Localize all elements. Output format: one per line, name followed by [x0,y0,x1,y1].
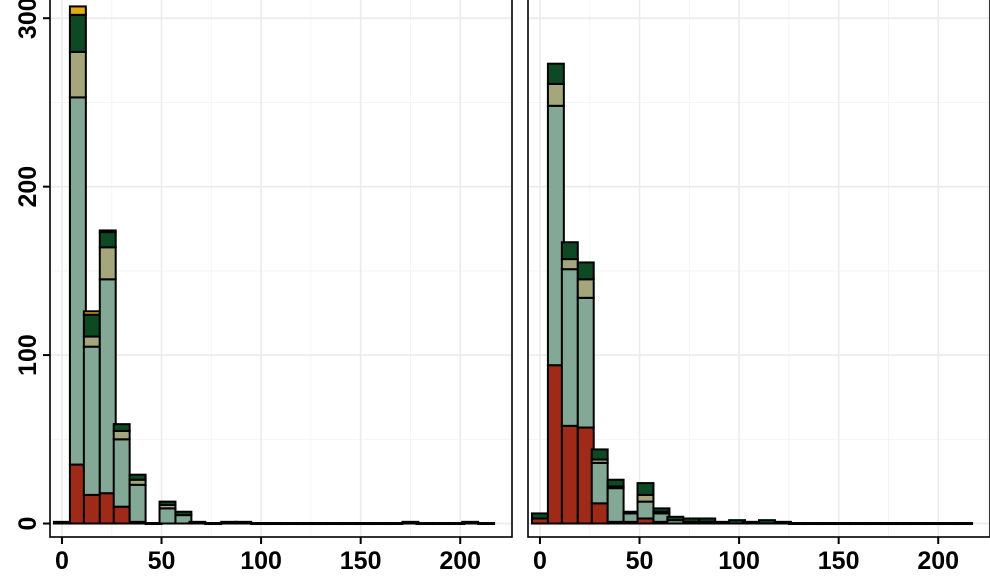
bar-segment [560,241,579,261]
bar-segment [787,522,806,526]
x-tick-label: 50 [148,547,176,575]
y-tick-label: 200 [14,166,42,208]
x-tick-label: 200 [439,547,481,575]
bar-segment [431,522,450,526]
x-tick-label: 150 [340,547,382,575]
bar-segment [112,438,131,508]
bar-segment [576,261,595,281]
bar-segment [68,50,87,99]
bar-segment [590,448,609,461]
bar-segment [530,512,549,520]
bar-segment [280,522,298,526]
bar-segment [817,522,836,526]
bar-segment [385,522,404,526]
bar-segment [128,473,147,481]
x-tick-label: 50 [626,547,654,575]
bar-segment [461,520,480,525]
bar-segment [698,517,717,523]
bar-segment [264,522,283,526]
bar-segment [636,493,655,503]
bar-segment [606,478,625,488]
y-tick-label: 0 [14,517,42,531]
bar-segment [82,493,101,525]
bar-segment [590,502,609,525]
bar-segment [188,520,207,525]
y-tick-label: 100 [14,334,42,376]
x-tick-label: 200 [917,547,959,575]
bar-segment [52,520,71,525]
panel-plot-area [528,0,990,537]
bar-segment [652,507,671,513]
x-tick-label: 100 [718,547,760,575]
bar-segment [98,231,117,249]
bar-segment [606,487,625,523]
bar-segment [112,423,131,432]
panel-1: 0 50 100 150 200 [49,0,513,575]
bar-segment [560,258,579,271]
bar-segment [636,482,655,496]
bar-segment [636,500,655,520]
bar-segment [68,5,87,16]
x-tick-label: 0 [55,547,69,575]
x-tick-label: 0 [533,547,547,575]
bar-segment [682,517,701,523]
bar-segment [82,313,101,338]
bar-segment [712,520,731,525]
bar-segment [98,246,117,281]
bar-segment [576,296,595,429]
bar-segment [68,13,87,53]
bar-segment [128,483,147,523]
bar-segment [576,278,595,299]
bar-segment [939,522,958,526]
panel-border [49,0,513,538]
bar-segment [355,522,374,526]
bar-segment [546,82,565,107]
bar-segment [158,507,177,525]
bar-segment [560,268,579,427]
bar-segment [742,520,761,525]
bar-segment [590,461,609,505]
bar-segment [112,429,131,441]
panel-2: 0 50 100 150 200 [527,0,990,575]
bar-segment [560,424,579,525]
bar-segment [309,522,328,526]
panel-border [527,0,990,538]
bar-segment [339,522,358,526]
x-tick-label: 150 [818,547,860,575]
bar-segment [758,519,776,525]
bar-segment [112,505,131,525]
bar-segment [82,310,101,316]
bar-segment [477,522,496,526]
x-tick-label: 100 [240,547,282,575]
bar-segment [98,229,117,234]
bar-segment [893,522,912,526]
bar-segment [204,522,223,526]
bar-segment [863,522,882,526]
bar-segment [82,345,101,496]
bar-segment [833,522,852,526]
bar-segment [955,522,974,526]
bar-segment [415,522,434,526]
bar-segment [174,510,193,517]
bar-segment [909,522,928,526]
bar-segment [158,500,177,506]
y-tick-label: 300 [14,0,42,39]
bar-segment [234,520,253,525]
bar-segment [546,62,565,85]
panel-plot-area [50,0,512,537]
bar-segment [82,335,101,348]
bar-segment [666,515,685,522]
